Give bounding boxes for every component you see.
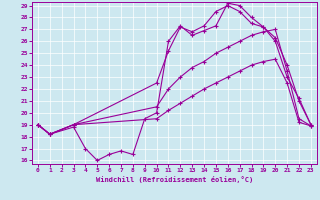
X-axis label: Windchill (Refroidissement éolien,°C): Windchill (Refroidissement éolien,°C)	[96, 176, 253, 183]
